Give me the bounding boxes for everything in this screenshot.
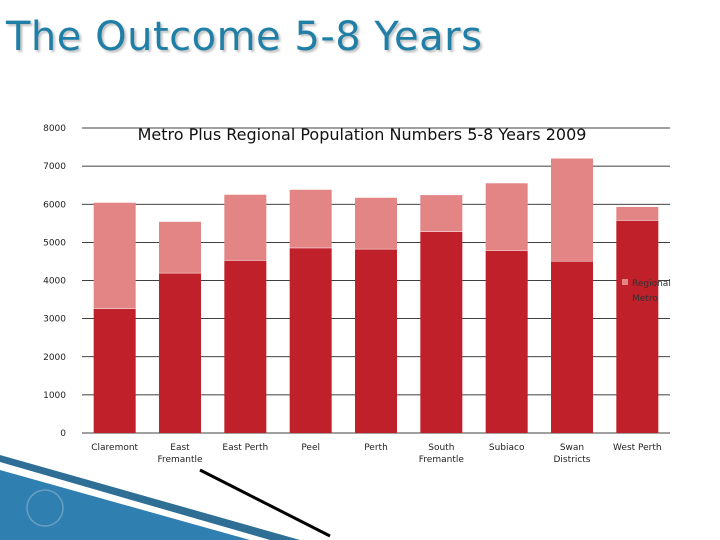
- bottom-left-decoration: [0, 455, 331, 540]
- y-tick-label: 1000: [43, 391, 66, 401]
- bar-regional: [551, 158, 593, 262]
- bar-metro: [355, 248, 397, 433]
- legend-label-metro: Metro: [632, 294, 658, 304]
- x-tick-label: Peel: [301, 443, 320, 453]
- emblem-icon: [26, 489, 64, 527]
- x-axis-labels: Claremont East Fremantle East Perth Peel Pert…: [91, 443, 661, 465]
- y-tick-label: 0: [60, 429, 66, 439]
- x-tick-label: East Perth: [222, 443, 268, 453]
- chart-title: Metro Plus Regional Population Numbers 5…: [138, 125, 587, 144]
- bar-metro: [551, 261, 593, 433]
- y-tick-label: 3000: [43, 315, 66, 325]
- x-tick-label: South Fremantle: [419, 443, 465, 465]
- y-axis-ticks: 0 1000 2000 3000 4000 5000 6000 7000 8000: [43, 124, 66, 439]
- legend-label-regional: Regional: [632, 279, 671, 289]
- bar-metro: [93, 308, 136, 433]
- legend: Regional Metro: [622, 279, 671, 304]
- bar-metro: [159, 272, 201, 433]
- bar-metro: [616, 220, 659, 433]
- bar-metro: [420, 231, 463, 433]
- x-tick-label: West Perth: [613, 443, 662, 453]
- bar-metro: [485, 250, 528, 433]
- y-tick-label: 5000: [43, 238, 66, 248]
- legend-swatch-regional: [622, 279, 628, 285]
- y-tick-label: 2000: [43, 353, 66, 363]
- bar-regional: [485, 183, 528, 251]
- x-tick-label: Subiaco: [489, 443, 525, 453]
- x-tick-label: Perth: [364, 443, 388, 453]
- bar-metro: [224, 260, 267, 433]
- decorative-sweep-inner: [0, 470, 250, 540]
- bar-regional: [355, 197, 397, 249]
- bar-regional: [93, 202, 136, 309]
- bar-metro: [289, 247, 332, 433]
- x-tick-label: Claremont: [91, 443, 138, 453]
- bars: [93, 158, 659, 433]
- bar-regional: [420, 195, 463, 232]
- y-tick-label: 7000: [43, 162, 66, 172]
- bar-regional: [289, 189, 332, 248]
- slide-title: The Outcome 5-8 Years: [6, 14, 483, 60]
- x-tick-label: East Fremantle: [157, 443, 203, 465]
- y-tick-label: 4000: [43, 277, 66, 287]
- bar-regional: [224, 194, 267, 261]
- decorative-line: [199, 468, 331, 538]
- y-tick-label: 6000: [43, 200, 66, 210]
- bar-regional: [159, 221, 201, 273]
- x-tick-label: Swan Districts: [553, 443, 590, 465]
- y-tick-label: 8000: [43, 124, 66, 134]
- bar-regional: [616, 206, 659, 221]
